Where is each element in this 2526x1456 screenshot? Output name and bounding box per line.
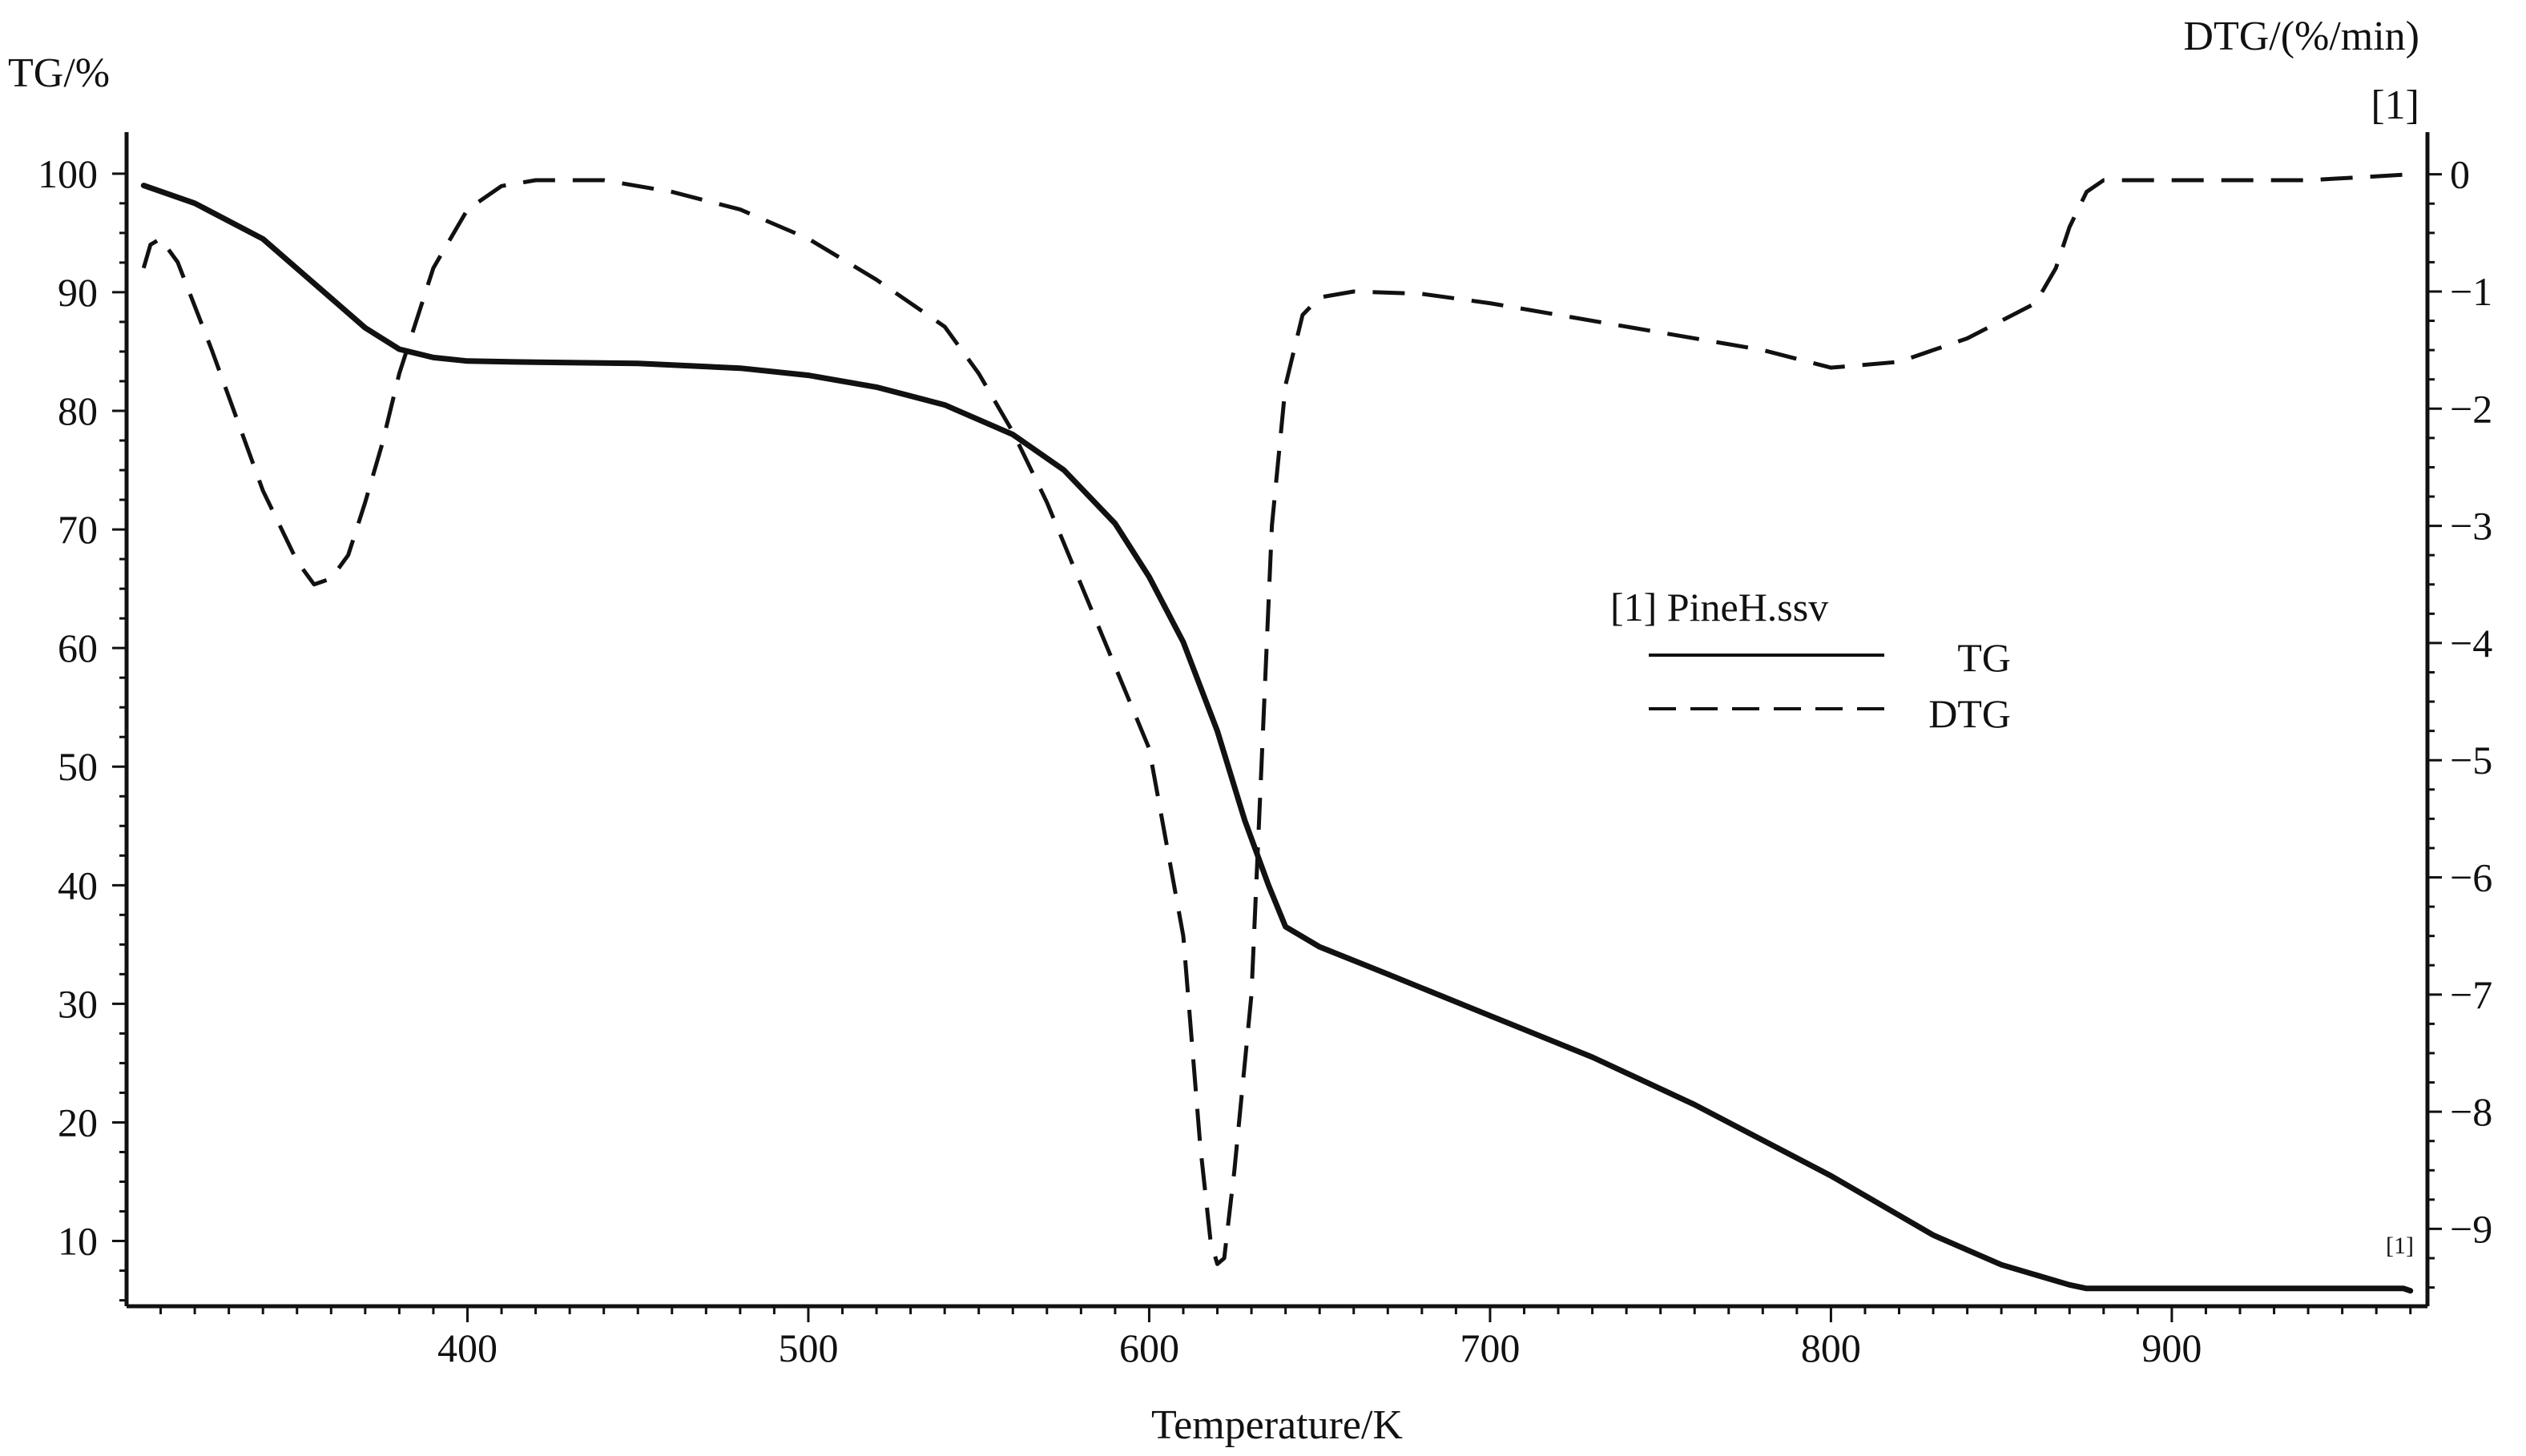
y-left-tick-label: 90: [58, 270, 98, 315]
y-left-axis-title: TG/%: [8, 50, 110, 96]
x-tick-label: 800: [1801, 1325, 1861, 1370]
y-right-tick-label: 0: [2450, 152, 2470, 197]
y-right-tick-label: −5: [2450, 738, 2492, 782]
y-right-tick-label: −2: [2450, 386, 2492, 431]
legend: [1] PineH.ssv TG DTG: [1610, 585, 2011, 736]
x-tick-label: 500: [778, 1325, 838, 1370]
x-tick-label: 900: [2141, 1325, 2202, 1370]
legend-title: [1] PineH.ssv: [1610, 585, 1828, 629]
series-end-marker: [1]: [2386, 1233, 2414, 1259]
y-right-axis-marker: [1]: [2371, 82, 2419, 128]
y-right-tick-label: −8: [2450, 1089, 2492, 1134]
y-left-tick-label: 70: [58, 507, 98, 552]
x-tick-label: 700: [1460, 1325, 1520, 1370]
y-right-axis-title: DTG/(%/min): [2183, 14, 2419, 59]
y-left-tick-label: 20: [58, 1100, 98, 1144]
legend-tg-label: TG: [1957, 635, 2011, 680]
y-right-tick-label: −1: [2450, 269, 2492, 314]
y-right-tick-label: −4: [2450, 621, 2492, 666]
y-right-tick-label: −6: [2450, 855, 2492, 900]
y-left-tick-label: 100: [38, 151, 98, 196]
x-tick-label: 600: [1119, 1325, 1179, 1370]
x-axis-title: Temperature/K: [1151, 1402, 1403, 1448]
y-left-tick-label: 50: [58, 744, 98, 789]
ticks-layer: 400 500 600 700 800 900 10 20 30 40 50 60 70 80 90 100 0…: [38, 151, 2492, 1370]
series-layer: [140, 172, 2414, 1294]
y-left-tick-label: 80: [58, 388, 98, 433]
y-left-tick-label: 10: [58, 1219, 98, 1264]
legend-dtg-label: DTG: [1928, 691, 2011, 736]
series-dtg-line: [141, 172, 2411, 1266]
y-right-tick-label: −3: [2450, 504, 2492, 549]
y-left-tick-label: 60: [58, 625, 98, 670]
y-right-tick-label: −9: [2450, 1206, 2492, 1251]
y-left-tick-label: 30: [58, 981, 98, 1026]
series-tg-line: [140, 183, 2414, 1294]
y-left-tick-label: 40: [58, 863, 98, 907]
y-right-tick-label: −7: [2450, 972, 2492, 1017]
x-tick-label: 400: [437, 1325, 498, 1370]
